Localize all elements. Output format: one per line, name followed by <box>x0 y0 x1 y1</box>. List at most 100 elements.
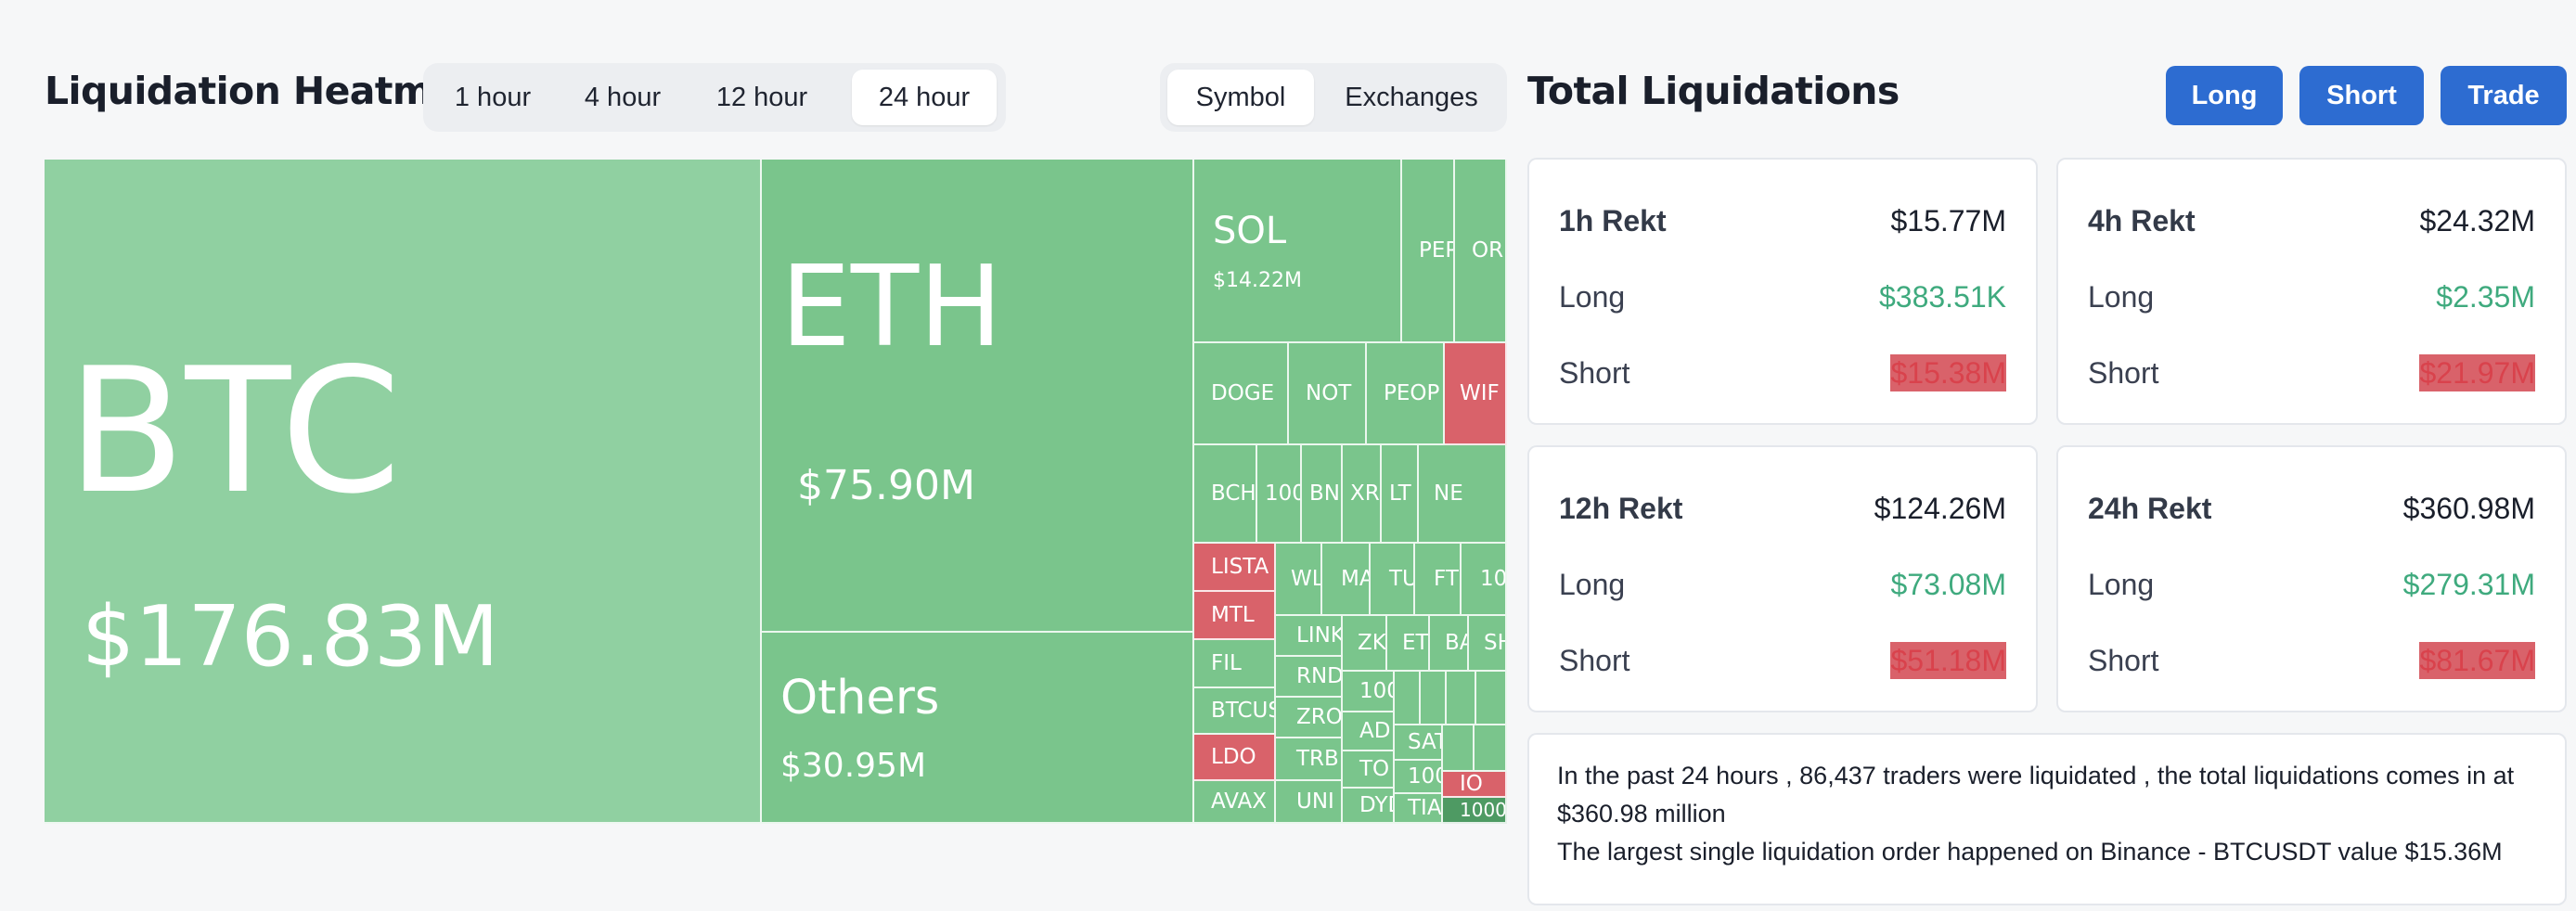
cell-ltc[interactable]: LT <box>1382 445 1419 544</box>
cell-tiny-4[interactable] <box>1476 672 1507 725</box>
card-short-row: Short $81.67M <box>2088 642 2535 679</box>
tab-1-hour[interactable]: 1 hour <box>454 83 532 112</box>
short-button[interactable]: Short <box>2299 66 2424 125</box>
card-4h-rekt: 4h Rekt $24.32M Long $2.35M Short $21.97… <box>2056 158 2567 425</box>
card-label: 1h Rekt <box>1559 204 1667 237</box>
cell-sats[interactable]: SAT <box>1395 725 1443 761</box>
cell-zk[interactable]: ZK <box>1343 616 1387 672</box>
totals-title: Total Liquidations <box>1527 69 1900 113</box>
cell-tiny-2[interactable] <box>1421 672 1447 725</box>
long-value: $2.35M <box>2436 280 2535 314</box>
cell-symbol: IO <box>1460 772 1483 796</box>
cell-uni[interactable]: UNI <box>1276 781 1343 824</box>
card-label: 24h Rekt <box>2088 492 2212 525</box>
cell-eth[interactable]: ETH $75.90M <box>762 160 1194 633</box>
cell-1000c[interactable]: 1000 <box>1443 798 1507 824</box>
cell-ton[interactable]: TO <box>1343 751 1395 789</box>
short-value: $81.67M <box>2419 642 2535 679</box>
cell-100b[interactable]: 100 <box>1395 761 1443 794</box>
long-button[interactable]: Long <box>2166 66 2283 125</box>
cell-bch[interactable]: BCH <box>1194 445 1257 544</box>
cell-symbol: SOL <box>1213 210 1287 252</box>
cell-symbol: 100 <box>1408 764 1441 789</box>
cell-100[interactable]: 100 <box>1343 672 1395 712</box>
tab-4-hour[interactable]: 4 hour <box>584 83 662 112</box>
card-short-row: Short $51.18M <box>1559 642 2006 679</box>
cell-etc[interactable]: ET <box>1387 616 1430 672</box>
cell-ba[interactable]: BA <box>1430 616 1469 672</box>
cell-link[interactable]: LINK <box>1276 616 1343 657</box>
cell-pepe[interactable]: PEP <box>1402 160 1455 343</box>
tab-24-hour[interactable]: 24 hour <box>852 70 997 125</box>
cell-matic[interactable]: MA <box>1322 544 1371 616</box>
tab-symbol[interactable]: Symbol <box>1167 70 1314 125</box>
cell-wif[interactable]: WIF <box>1445 343 1507 445</box>
cell-ldo[interactable]: LDO <box>1194 735 1276 781</box>
cell-symbol: AD <box>1359 719 1391 743</box>
cell-not[interactable]: NOT <box>1289 343 1367 445</box>
cell-ordi[interactable]: OR <box>1455 160 1507 343</box>
cell-mtl[interactable]: MTL <box>1194 592 1276 640</box>
cell-symbol: PEP <box>1419 238 1455 263</box>
long-label: Long <box>1559 280 1626 314</box>
card-long-row: Long $2.35M <box>2088 278 2535 315</box>
cell-symbol: AVAX <box>1211 789 1268 814</box>
liquidation-treemap: BTC $176.83M ETH $75.90M Others $30.95M … <box>45 160 1507 824</box>
cell-symbol: WIF <box>1460 381 1500 405</box>
card-header: 24h Rekt $360.98M <box>2088 490 2535 527</box>
cell-sol[interactable]: SOL $14.22M <box>1194 160 1402 343</box>
short-value: $15.38M <box>1890 354 2006 391</box>
tab-exchanges[interactable]: Exchanges <box>1345 83 1478 112</box>
cell-symbol: ETH <box>780 243 1003 372</box>
cell-doge[interactable]: DOGE <box>1194 343 1289 445</box>
cell-symbol: BTCUS <box>1211 699 1276 723</box>
cell-ada[interactable]: AD <box>1343 712 1395 751</box>
cell-tiny-5[interactable] <box>1443 725 1475 772</box>
cell-near[interactable]: NE <box>1419 445 1507 544</box>
cell-others[interactable]: Others $30.95M <box>762 633 1194 824</box>
cell-avax[interactable]: AVAX <box>1194 781 1276 824</box>
cell-symbol: LT <box>1389 481 1411 506</box>
cell-tiny-6[interactable] <box>1475 725 1507 772</box>
cell-lista[interactable]: LISTA <box>1194 544 1276 592</box>
tab-12-hour[interactable]: 12 hour <box>715 83 808 112</box>
cell-symbol: RND <box>1296 664 1343 688</box>
cell-sh[interactable]: SH <box>1469 616 1507 672</box>
cell-1000[interactable]: 100 <box>1257 445 1302 544</box>
cell-io[interactable]: IO <box>1443 772 1507 798</box>
card-header: 1h Rekt $15.77M <box>1559 202 2006 239</box>
long-label: Long <box>1559 568 1626 601</box>
cell-1000b[interactable]: 10 <box>1462 544 1507 616</box>
short-label: Short <box>2088 644 2159 677</box>
cell-tia[interactable]: TIA <box>1395 794 1443 824</box>
cell-tiny-3[interactable] <box>1447 672 1476 725</box>
cell-symbol: BTC <box>67 330 402 532</box>
cell-wld[interactable]: WL <box>1276 544 1322 616</box>
cell-bnb[interactable]: BN <box>1302 445 1343 544</box>
card-long-row: Long $383.51K <box>1559 278 2006 315</box>
cell-ftm[interactable]: FT <box>1415 544 1462 616</box>
cell-symbol: SH <box>1484 631 1505 655</box>
cell-symbol: OR <box>1472 238 1504 263</box>
cell-rndr[interactable]: RND <box>1276 657 1343 698</box>
summary-line-1: In the past 24 hours , 86,437 traders we… <box>1557 762 2515 828</box>
cell-symbol: LINK <box>1296 623 1343 648</box>
cell-btcst[interactable]: BTCUS <box>1194 688 1276 735</box>
cell-dydx[interactable]: DYD <box>1343 789 1395 824</box>
card-total: $360.98M <box>2402 492 2535 525</box>
cell-btc[interactable]: BTC $176.83M <box>45 160 762 824</box>
cell-tu[interactable]: TU <box>1371 544 1415 616</box>
cell-fil[interactable]: FIL <box>1194 640 1276 688</box>
cell-symbol: MTL <box>1211 603 1255 627</box>
cell-zro[interactable]: ZRO <box>1276 698 1343 738</box>
view-selector: Symbol Exchanges <box>1160 63 1507 132</box>
cell-symbol: UNI <box>1296 789 1334 814</box>
cell-trb[interactable]: TRB <box>1276 738 1343 781</box>
cell-xrp[interactable]: XR <box>1343 445 1382 544</box>
cell-tiny-1[interactable] <box>1395 672 1421 725</box>
cell-people[interactable]: PEOP <box>1367 343 1445 445</box>
trade-button[interactable]: Trade <box>2441 66 2567 125</box>
cell-value: $176.83M <box>82 588 499 686</box>
cell-symbol: NE <box>1434 481 1463 506</box>
cell-symbol: SAT <box>1408 730 1441 754</box>
